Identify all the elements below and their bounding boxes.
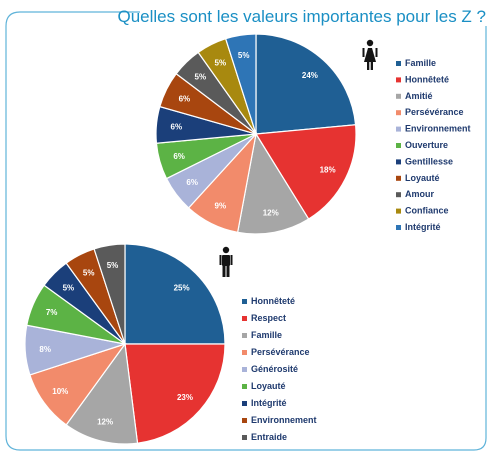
legend-swatch (396, 208, 401, 214)
legend-label-amitie: Amitié (405, 91, 433, 101)
slice-value-label: 10% (52, 387, 68, 396)
frame-border (5, 11, 487, 451)
slice-value-label: 5% (107, 261, 119, 270)
legend-swatch (242, 350, 247, 355)
pie-slice-famille (65, 342, 139, 445)
pie-slice-honnetete (254, 124, 357, 220)
legend-swatch (242, 333, 247, 338)
slice-value-label: 25% (174, 283, 190, 292)
slice-value-label: 6% (171, 123, 183, 132)
legend-swatch (242, 384, 247, 389)
legend-label-entraide: Entraide (251, 432, 287, 442)
slice-value-label: 5% (238, 51, 250, 60)
slice-value-label: 23% (177, 393, 193, 402)
pie-slice-respect (124, 343, 226, 444)
slice-value-label: 12% (97, 418, 113, 427)
legend-label-perseverance: Persévérance (405, 107, 464, 117)
female-person-icon (362, 39, 378, 70)
legend-female: Famille Honnêteté Amitié Persévérance Enviro… (396, 58, 471, 232)
legend-swatch (242, 401, 247, 406)
legend-label-integrite: Intégrité (405, 222, 441, 232)
legend-swatch (396, 77, 401, 83)
legend-swatch (396, 225, 401, 230)
slice-value-label: 5% (195, 73, 207, 82)
pie-slice-amitie (236, 132, 310, 235)
legend-label-respect: Respect (251, 313, 286, 323)
pie-slice-entraide (93, 243, 126, 345)
legend-label-honnetete: Honnêteté (251, 296, 295, 306)
slice-value-label: 6% (179, 94, 191, 103)
legend-swatch (396, 159, 401, 165)
legend-label-famille: Famille (405, 58, 436, 68)
legend-label-perseverance: Persévérance (251, 347, 310, 357)
legend-label-amour: Amour (405, 189, 434, 199)
slice-value-label: 6% (173, 152, 185, 161)
legend-swatch (242, 418, 247, 423)
legend-label-honnetete: Honnêteté (405, 74, 449, 84)
legend-label-environnement: Environnement (405, 124, 471, 134)
slice-value-label: 24% (302, 71, 318, 80)
slice-value-label: 9% (215, 202, 227, 211)
slice-value-label: 5% (83, 269, 95, 278)
legend-swatch (396, 110, 401, 116)
legend-swatch (396, 61, 401, 66)
legend-male: Honnêteté Respect Famille Persévérance Génér… (242, 296, 317, 442)
male-person-icon (219, 246, 233, 277)
legend-swatch (242, 435, 247, 440)
slice-value-label: 5% (63, 283, 75, 292)
legend-swatch (242, 367, 247, 372)
pie-slice-integrite (224, 33, 257, 135)
legend-label-ouverture: Ouverture (405, 140, 448, 150)
slice-value-label: 7% (46, 308, 58, 317)
legend-swatch (396, 126, 401, 132)
legend-label-loyaute: Loyauté (405, 173, 440, 183)
legend-swatch (396, 143, 401, 148)
slice-value-label: 6% (186, 178, 198, 187)
legend-label-loyaute: Loyauté (251, 381, 286, 391)
legend-label-confiance: Confiance (405, 206, 449, 216)
slice-value-label: 8% (39, 345, 51, 354)
legend-label-gentillesse: Gentillesse (405, 156, 453, 166)
pie-slice-honnetete (124, 243, 226, 345)
legend-swatch (242, 299, 247, 304)
slice-value-label: 12% (263, 209, 279, 218)
slice-value-label: 18% (320, 166, 336, 175)
pie-chart-male: 25% 23% 12% 10% 8% 7% 5% 5% 5% (24, 243, 226, 445)
page-title: Quelles sont les valeurs importantes pou… (117, 7, 486, 26)
pie-chart-female: 24% 18% 12% 9% 6% 6% 6% 6% 5% 5% 5% (155, 33, 357, 235)
legend-label-environnement: Environnement (251, 415, 317, 425)
legend-swatch (242, 316, 247, 321)
legend-swatch (396, 175, 401, 181)
legend-swatch (396, 93, 401, 99)
legend-label-integrite: Intégrité (251, 398, 287, 408)
legend-label-generosite: Générosité (251, 364, 298, 374)
slice-value-label: 5% (215, 58, 227, 67)
pie-slice-famille (255, 33, 357, 135)
legend-swatch (396, 192, 401, 198)
legend-label-famille: Famille (251, 330, 282, 340)
